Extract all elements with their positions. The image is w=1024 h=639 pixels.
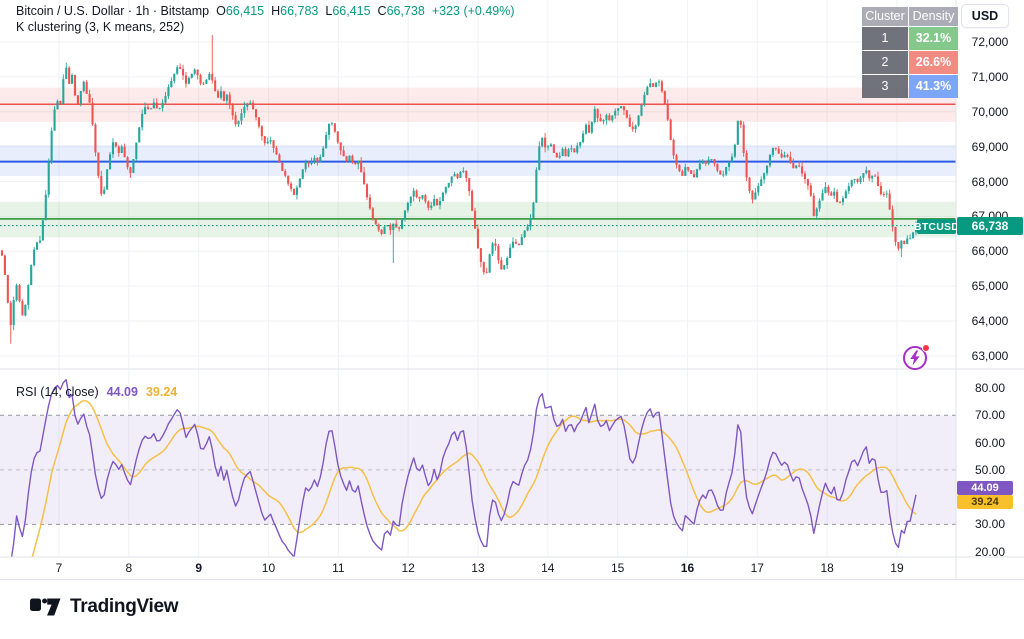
symbol-legend[interactable]: Bitcoin / U.S. Dollar · 1h · Bitstamp O66… [16, 4, 515, 18]
tradingview-logo-text: TradingView [70, 595, 179, 617]
rsi-ma-value-label: 39.24 [957, 495, 1013, 509]
time-axis-label: 17 [750, 561, 764, 575]
time-axis-label: 7 [55, 561, 63, 575]
time-axis-label: 18 [820, 561, 834, 575]
time-axis-label: 14 [541, 561, 555, 575]
high-label: H [271, 4, 281, 18]
price-axis-label: 69,000 [971, 139, 1009, 154]
cluster-row-3-density: 41.3% [909, 75, 958, 98]
price-axis-label: 70,000 [971, 104, 1009, 119]
footer: TradingView [0, 580, 1024, 639]
rsi-legend-ma-value: 39.24 [145, 385, 178, 399]
symbol-title[interactable]: Bitcoin / U.S. Dollar · 1h · Bitstamp [16, 4, 210, 18]
cluster-row-2-id: 2 [862, 51, 908, 74]
cluster-row-1-id: 1 [862, 27, 908, 50]
rsi-title[interactable]: RSI (14, close) [16, 385, 99, 399]
time-axis-label: 9 [195, 561, 202, 575]
indicator-legend[interactable]: K clustering (3, K means, 252) [16, 20, 184, 34]
time-axis-label: 15 [610, 561, 625, 575]
cluster-row-1-density: 32.1% [909, 27, 958, 50]
open-label: O [216, 4, 226, 18]
low-label: L [325, 4, 333, 18]
rsi-axis-label: 80.00 [974, 381, 1006, 395]
low-value: 66,415 [332, 4, 371, 18]
chart-canvas[interactable] [0, 0, 1024, 580]
price-axis-label: 66,000 [971, 244, 1009, 259]
tradingview-logo[interactable]: TradingView [30, 595, 179, 618]
price-axis-label: 71,000 [971, 69, 1009, 84]
time-axis-label: 12 [401, 561, 415, 575]
cluster-row-3-id: 3 [862, 75, 908, 98]
rsi-legend[interactable]: RSI (14, close) 44.09 39.24 [16, 385, 177, 399]
symbol-price-tag: BTCUSD [914, 219, 959, 234]
rsi-axis-label: 70.00 [974, 408, 1006, 423]
time-axis-label: 19 [890, 561, 904, 575]
close-value: 66,738 [386, 4, 425, 18]
time-axis-label: 10 [261, 561, 276, 575]
boost-reaction-button[interactable] [903, 344, 930, 372]
time-axis-label: 11 [332, 561, 345, 575]
price-chart-svg[interactable] [0, 0, 1024, 580]
open-value: 66,415 [225, 4, 265, 18]
high-value: 66,783 [280, 4, 319, 18]
time-axis-label: 16 [680, 561, 695, 575]
time-axis-label: 13 [471, 561, 485, 575]
cluster-table-header: Cluster [862, 7, 908, 26]
price-axis-label: 63,000 [971, 348, 1009, 363]
change-value: +323 (+0.49%) [431, 4, 515, 18]
notification-dot [922, 344, 930, 352]
current-price-label: 66,738 [957, 217, 1023, 235]
currency-unit-button[interactable]: USD [961, 4, 1009, 28]
indicator-title[interactable]: K clustering (3, K means, 252) [16, 20, 185, 34]
rsi-axis-label: 30.00 [974, 517, 1006, 532]
rsi-axis-label: 20.00 [974, 544, 1006, 559]
density-table-header: Density [909, 7, 958, 26]
close-label: C [377, 4, 387, 18]
rsi-legend-value: 44.09 [106, 385, 138, 399]
cluster-density-table: Cluster Density 1 32.1% 2 26.6% 3 41.3% [862, 7, 958, 98]
price-axis-label: 64,000 [971, 314, 1009, 329]
rsi-axis-label: 50.00 [974, 462, 1006, 477]
lightning-icon [903, 346, 927, 370]
price-axis-label: 72,000 [971, 35, 1009, 49]
tradingview-logo-mark [30, 598, 61, 616]
cluster-row-2-density: 26.6% [909, 51, 958, 74]
rsi-axis-label: 60.00 [974, 435, 1006, 450]
price-axis-label: 68,000 [971, 174, 1009, 189]
rsi-value-label: 44.09 [957, 481, 1013, 495]
time-axis-label: 8 [125, 561, 133, 575]
price-axis-label: 65,000 [971, 279, 1009, 294]
